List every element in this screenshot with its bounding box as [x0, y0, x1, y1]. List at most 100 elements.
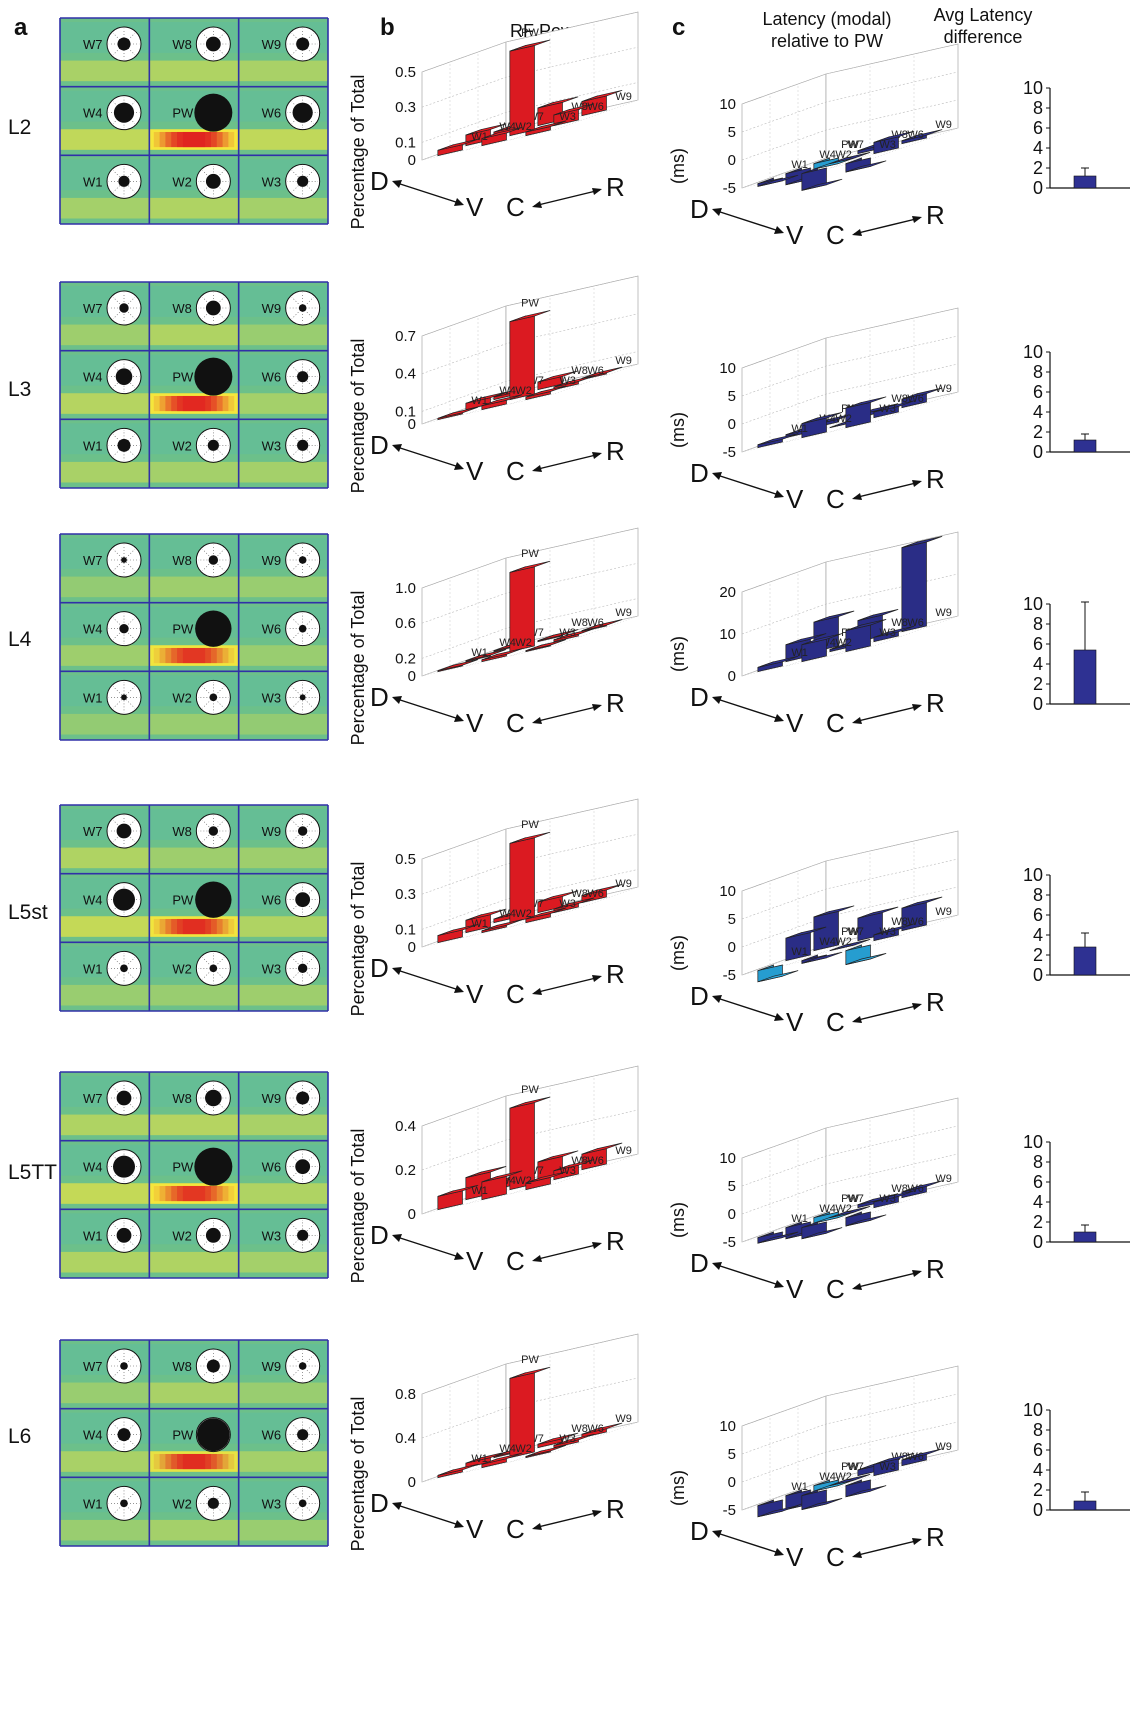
polar-response-blob [121, 557, 127, 563]
bar-top [437, 138, 479, 151]
polar-spoke [112, 434, 125, 446]
bar-top [525, 907, 567, 920]
polar-spoke [302, 307, 314, 320]
bar-label-w4: W4 [819, 936, 836, 948]
bar-w8: W8 [537, 1423, 588, 1449]
axis-arrow-head [912, 1270, 922, 1277]
polar-response-blob [209, 964, 218, 973]
avg-latency-title-line1: Avg Latency [933, 5, 1033, 25]
heatmap-warm-band [149, 60, 239, 82]
bar-pw: PW [509, 1084, 551, 1191]
polar-response-blob [205, 1227, 221, 1243]
bar-top [437, 924, 479, 936]
polar-spoke [291, 1097, 303, 1110]
avg-latency-bar [1073, 1500, 1097, 1511]
axis-label-r: R [926, 1522, 945, 1552]
polar-spoke [302, 434, 314, 446]
bar-w9: W9 [581, 1142, 632, 1171]
bar-top [801, 633, 843, 646]
whisker-label: W9 [262, 301, 282, 316]
bar-label-w6: W6 [907, 393, 924, 405]
avg-y-tick-label: 4 [1033, 1192, 1043, 1212]
avg-y-tick-label: 6 [1033, 1172, 1043, 1192]
polar-spoke [112, 559, 125, 572]
axis-label-v: V [786, 1007, 804, 1037]
polar-spoke [291, 617, 303, 629]
whisker-label: W6 [262, 893, 282, 908]
axis-arrow-head [532, 1255, 542, 1262]
bar-top [537, 96, 579, 109]
avg-y-tick-label: 4 [1033, 925, 1043, 945]
polar-spoke [112, 170, 125, 182]
axis-arrow [393, 968, 463, 992]
y-tick-label: 10 [719, 1150, 736, 1167]
axis-arrow-head [532, 717, 542, 724]
polar-spoke [123, 1224, 136, 1236]
avg-y-tick-label: 10 [1023, 78, 1043, 98]
bar-top [481, 1452, 523, 1465]
whisker-label: W8 [172, 37, 192, 52]
chart-gridline [421, 313, 639, 374]
bar-label-w2: W2 [835, 1203, 852, 1215]
chart-gridline [741, 307, 959, 369]
whisker-label: W9 [262, 553, 282, 568]
polar-spoke [302, 1235, 314, 1247]
polar-spoke [123, 819, 136, 832]
whisker-label: W2 [172, 690, 192, 705]
polar-response-blob [113, 1155, 135, 1178]
avg-y-tick-label: 0 [1033, 442, 1043, 462]
avg-y-tick-label: 10 [1023, 1400, 1043, 1420]
bar-w9: W9 [581, 89, 632, 117]
polar-spoke [202, 43, 214, 56]
polar-spoke [202, 1492, 214, 1504]
axis-label-r: R [606, 1226, 625, 1256]
axis-arrow-head [592, 188, 602, 195]
avg-y-tick-label: 2 [1033, 945, 1043, 965]
bar-w4: W4 [465, 637, 516, 663]
bar-label-pw: PW [841, 1461, 859, 1473]
axis-label-r: R [606, 1494, 625, 1524]
heatmap-warm-band [60, 1251, 150, 1273]
bar-top [757, 1231, 799, 1244]
polar-spoke [112, 686, 125, 698]
polar-spoke [202, 1354, 214, 1367]
polar-spoke [302, 697, 314, 709]
bar-label-w1: W1 [791, 946, 808, 958]
bar-w9: W9 [901, 119, 952, 145]
bar-w2: W2 [481, 1170, 532, 1201]
axis-label-c: C [826, 1007, 845, 1037]
bar-top [757, 655, 799, 668]
latency-title-line1: Latency (modal) [762, 9, 892, 29]
axis-arrow-head [774, 1013, 784, 1021]
polar-response-blob [297, 1229, 309, 1241]
y-tick-label: 0.5 [395, 851, 416, 868]
axis-label-r: R [606, 172, 625, 202]
heatmap-warm-band [238, 324, 328, 346]
bar-w1: W1 [437, 395, 488, 421]
heatmap-warm-band [238, 461, 328, 483]
y-tick-label: 0 [408, 1206, 416, 1223]
polar-spoke [302, 1086, 314, 1099]
polar-spoke [302, 686, 314, 698]
bar-label-w1: W1 [471, 395, 488, 407]
polar-spoke [112, 296, 125, 309]
heatmap-warm-band [60, 1451, 150, 1472]
polar-response-blob [295, 892, 311, 908]
y-tick-label: 0.4 [395, 1118, 416, 1135]
axis-arrow-head [712, 1530, 722, 1538]
bar-label-w2: W2 [835, 149, 852, 161]
bar-w8: W8 [537, 617, 588, 643]
y-tick-label: 5 [728, 911, 736, 928]
bar-label-pw: PW [521, 1354, 539, 1366]
bar-top [465, 649, 507, 662]
avg-y-tick-label: 2 [1033, 158, 1043, 178]
polar-spoke [112, 1097, 125, 1110]
polar-response-blob [113, 102, 135, 123]
axis-label-r: R [606, 688, 625, 718]
axis-arrow [713, 996, 783, 1020]
bar-top [465, 123, 507, 136]
polar-spoke [291, 181, 303, 193]
bar-label-w3: W3 [879, 1461, 896, 1473]
heatmap-hot-band [182, 1453, 206, 1470]
